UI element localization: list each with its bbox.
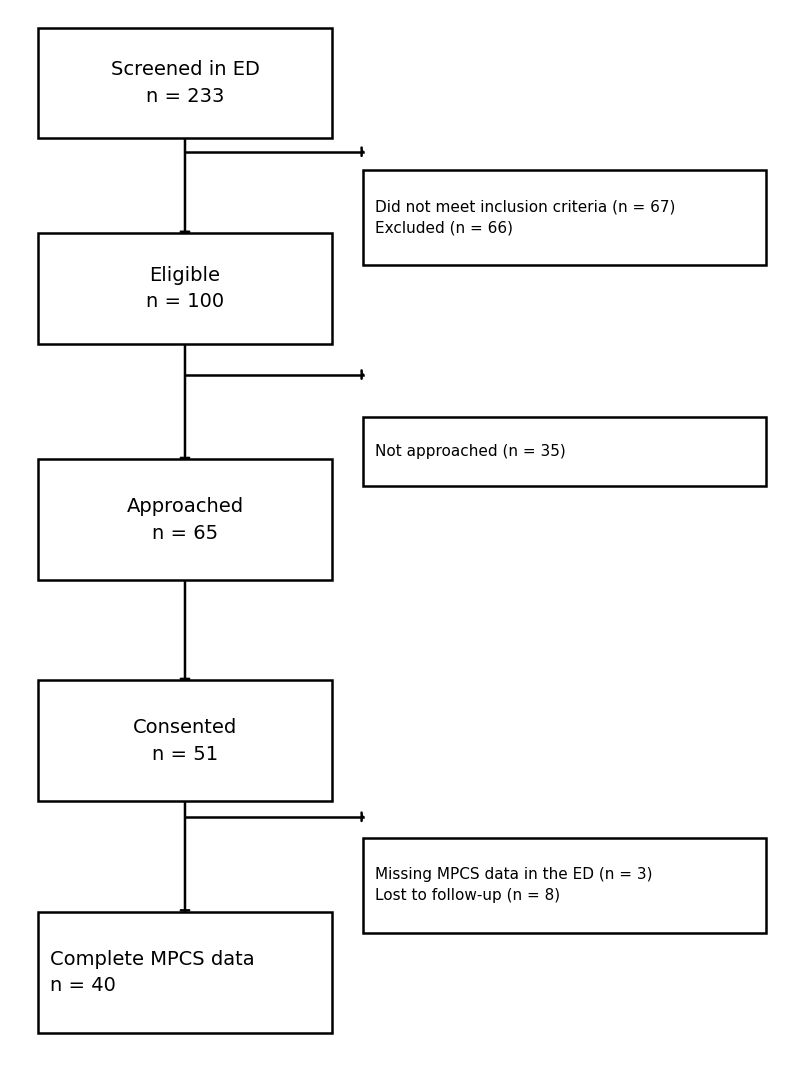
Bar	[363, 417, 766, 486]
Bar	[38, 28, 332, 139]
Bar	[38, 233, 332, 343]
Bar	[38, 911, 332, 1033]
Text: Eligible
n = 100: Eligible n = 100	[146, 265, 224, 311]
Bar	[38, 680, 332, 802]
Text: Screened in ED
n = 233: Screened in ED n = 233	[110, 61, 259, 106]
Text: Approached
n = 65: Approached n = 65	[126, 497, 243, 543]
Bar	[38, 459, 332, 580]
Text: Consented
n = 51: Consented n = 51	[133, 718, 237, 763]
Bar	[363, 838, 766, 933]
Text: Complete MPCS data
n = 40: Complete MPCS data n = 40	[50, 950, 255, 995]
Text: Did not meet inclusion criteria (n = 67)
Excluded (n = 66): Did not meet inclusion criteria (n = 67)…	[374, 199, 675, 236]
Text: Not approached (n = 35): Not approached (n = 35)	[374, 443, 566, 459]
Bar	[363, 169, 766, 264]
Text: Missing MPCS data in the ED (n = 3)
Lost to follow-up (n = 8): Missing MPCS data in the ED (n = 3) Lost…	[374, 868, 652, 904]
